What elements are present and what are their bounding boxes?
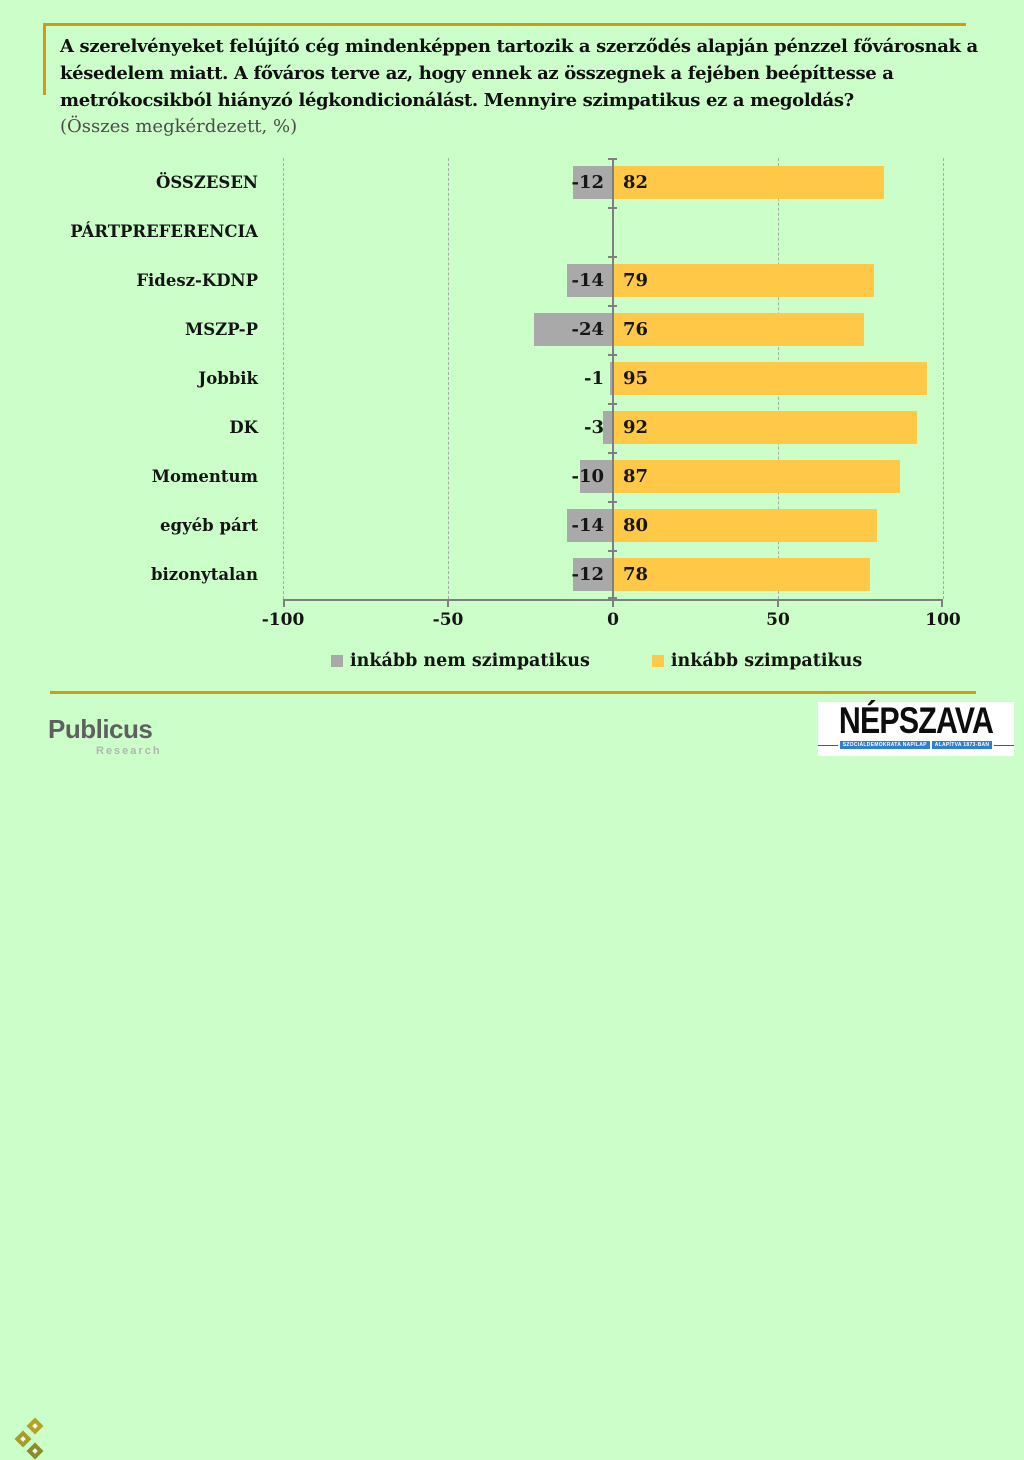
bar-value-label: 95 (623, 368, 649, 389)
category-label: ÖSSZESEN (155, 173, 258, 192)
negative-bar (573, 558, 613, 591)
chart-title-line1: A szerelvényeket felújító cég mindenképp… (60, 36, 978, 57)
negative-bar (603, 411, 613, 444)
positive-bar (613, 313, 864, 346)
publicus-diamond-icon (26, 1417, 44, 1435)
negative-bar (609, 362, 613, 395)
bar-value-label: -12 (571, 172, 604, 193)
zero-axis-tick (608, 597, 617, 599)
category-label: Momentum (151, 467, 258, 486)
title-left-rule (43, 23, 46, 95)
plot-area: -12 82 -14 79 -24 76 -1 95 -3 92 -10 87 -14 80 -12 78 -1… (262, 158, 961, 630)
gridline (283, 158, 284, 599)
tagline-rule-right (994, 744, 1014, 746)
bar-value-label: -24 (571, 319, 604, 340)
nepszava-tag2: ALAPÍTVA 1873-BAN (931, 741, 993, 749)
zero-axis-tick (608, 403, 617, 405)
x-axis-tick-label: 0 (607, 610, 619, 630)
gridline (943, 158, 944, 599)
category-label: PÁRTPREFERENCIA (70, 222, 258, 241)
publicus-wordmark: Publicus (48, 714, 153, 744)
publicus-diamond-icon (26, 1442, 44, 1460)
category-axis: ÖSSZESEN PÁRTPREFERENCIA Fidesz-KDNP MSZP-P… (0, 158, 270, 599)
zero-axis-tick (608, 354, 617, 356)
bar-value-label: -14 (571, 515, 604, 536)
bar-value-label: -14 (571, 270, 604, 291)
nepszava-logo: NÉPSZAVA SZOCIÁLDEMOKRATA NAPILAP ALAPÍT… (818, 700, 1014, 756)
category-label: MSZP-P (185, 320, 258, 339)
publicus-subtitle: Research (96, 745, 162, 757)
legend-item-positive: inkább szimpatikus (651, 651, 863, 671)
publicus-diamond-icon (14, 1430, 32, 1448)
tagline-rule-left (818, 744, 838, 746)
legend-swatch-yellow (651, 655, 664, 667)
x-axis-tick-label: -100 (261, 610, 305, 630)
category-label: Fidesz-KDNP (136, 271, 258, 290)
legend-item-negative: inkább nem szimpatikus (331, 651, 590, 671)
chart-subtitle: (Összes megkérdezett, %) (60, 116, 298, 137)
bar-value-label: -12 (571, 564, 604, 585)
title-top-rule (43, 23, 966, 26)
bar-value-label: -3 (584, 417, 604, 438)
x-axis-tick (777, 599, 779, 607)
positive-bar (613, 558, 871, 591)
positive-bar (613, 264, 874, 297)
zero-axis-line (612, 158, 614, 599)
positive-bar (613, 509, 877, 542)
nepszava-wordmark: NÉPSZAVA (838, 700, 994, 741)
legend-label-negative: inkább nem szimpatikus (350, 651, 590, 671)
nepszava-tagline: SZOCIÁLDEMOKRATA NAPILAP ALAPÍTVA 1873-B… (818, 741, 1014, 749)
negative-bar (533, 313, 613, 346)
bar-value-label: 79 (623, 270, 649, 291)
bar-value-label: 82 (623, 172, 649, 193)
bar-value-label: 80 (623, 515, 649, 536)
x-axis-tick (612, 599, 614, 607)
bar-value-label: -1 (584, 368, 604, 389)
negative-bar (580, 460, 613, 493)
legend-swatch-gray (331, 655, 343, 667)
footer-rule (50, 691, 976, 694)
x-axis-tick-label: 50 (766, 610, 790, 630)
zero-axis-tick (608, 256, 617, 258)
x-axis-tick (447, 599, 449, 607)
chart-title: A szerelvényeket felújító cég mindenképp… (60, 33, 1010, 114)
category-label: egyéb párt (160, 516, 258, 535)
gridline (448, 158, 449, 599)
chart-title-line3: metrókocsikból hiányzó légkondicionálást… (60, 90, 854, 111)
category-label: bizonytalan (150, 565, 258, 584)
bar-value-label: -10 (571, 466, 604, 487)
category-label: Jobbik (198, 369, 258, 388)
positive-bar (613, 166, 884, 199)
bar-value-label: 76 (623, 319, 649, 340)
bar-value-label: 92 (623, 417, 649, 438)
x-axis-tick (283, 599, 285, 607)
zero-axis-tick (608, 501, 617, 503)
bar-value-label: 78 (623, 564, 649, 585)
positive-bar (613, 411, 917, 444)
chart-title-line2: késedelem miatt. A főváros terve az, hog… (60, 63, 894, 84)
bar-value-label: 87 (623, 466, 649, 487)
x-axis-tick (941, 599, 943, 607)
zero-axis-tick (608, 158, 617, 160)
zero-axis-tick (608, 550, 617, 552)
legend: inkább nem szimpatikus inkább szimpatiku… (331, 651, 862, 671)
positive-bar (613, 460, 901, 493)
legend-label-positive: inkább szimpatikus (670, 651, 863, 671)
category-label: DK (229, 418, 258, 437)
zero-axis-tick (608, 305, 617, 307)
nepszava-tag1: SZOCIÁLDEMOKRATA NAPILAP (839, 741, 930, 749)
negative-bar (573, 166, 613, 199)
zero-axis-tick (608, 452, 617, 454)
negative-bar (566, 509, 613, 542)
x-axis-tick-label: 100 (925, 610, 961, 630)
x-axis-tick-label: -50 (432, 610, 464, 630)
positive-bar (613, 362, 927, 395)
zero-axis-tick (608, 207, 617, 209)
negative-bar (566, 264, 613, 297)
